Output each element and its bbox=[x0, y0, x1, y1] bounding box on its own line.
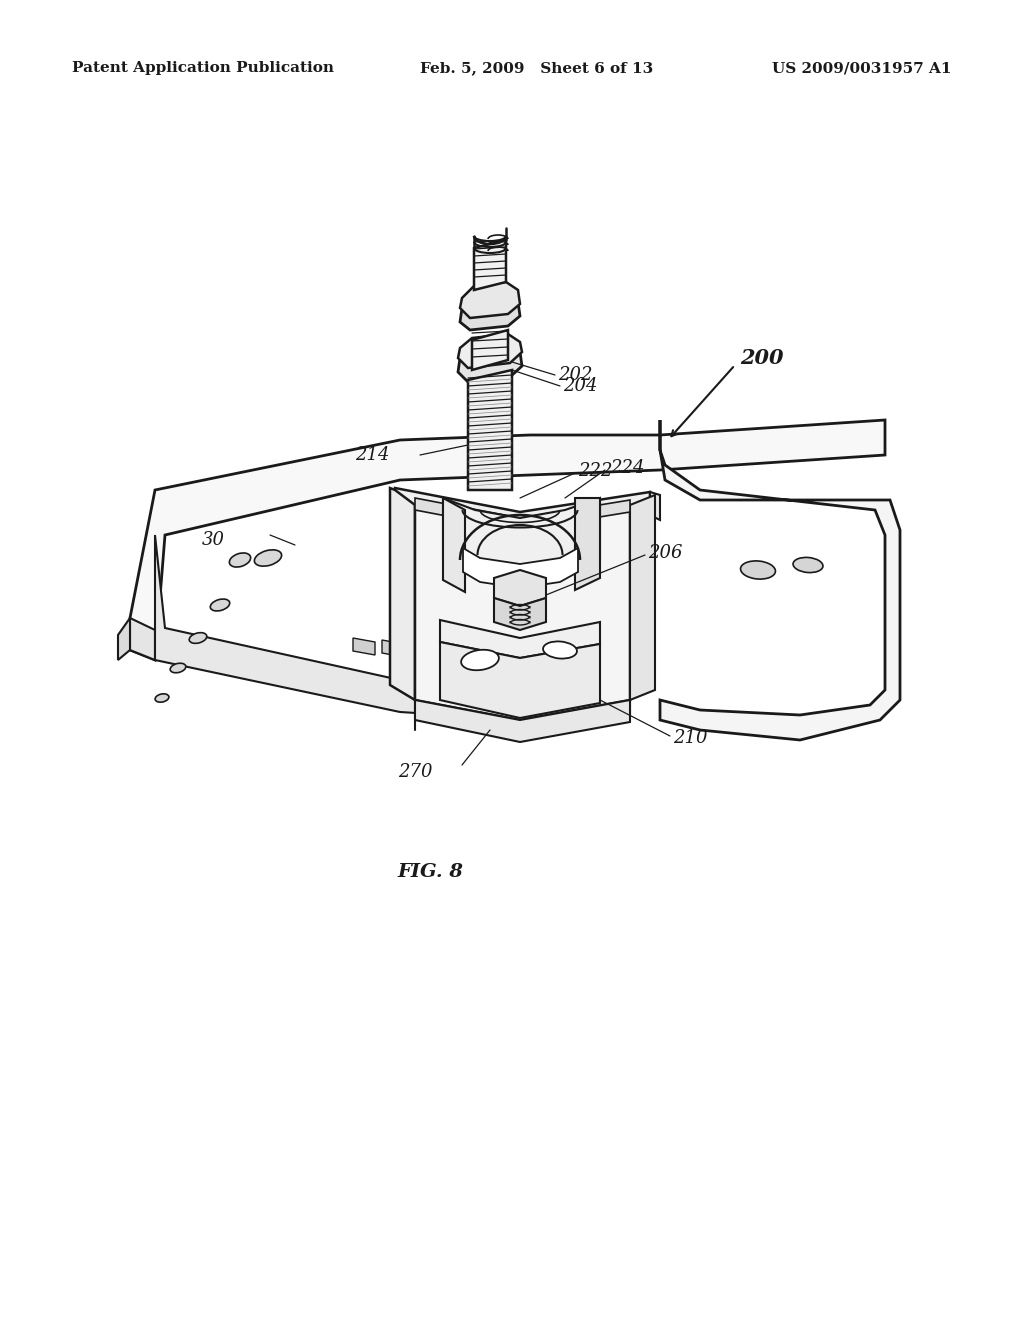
Ellipse shape bbox=[577, 689, 603, 702]
Polygon shape bbox=[443, 498, 465, 591]
Polygon shape bbox=[390, 488, 415, 700]
Polygon shape bbox=[463, 548, 578, 587]
Polygon shape bbox=[630, 495, 655, 700]
Text: 204: 204 bbox=[563, 378, 597, 395]
Text: 224: 224 bbox=[610, 459, 644, 477]
Text: Patent Application Publication: Patent Application Publication bbox=[72, 61, 334, 75]
Polygon shape bbox=[130, 618, 155, 660]
Polygon shape bbox=[130, 420, 885, 660]
Text: 222: 222 bbox=[578, 462, 612, 480]
Ellipse shape bbox=[189, 632, 207, 643]
Polygon shape bbox=[415, 700, 630, 742]
Polygon shape bbox=[395, 488, 650, 535]
Ellipse shape bbox=[740, 561, 775, 579]
Ellipse shape bbox=[495, 693, 525, 708]
Polygon shape bbox=[440, 642, 600, 718]
Polygon shape bbox=[575, 498, 600, 590]
Ellipse shape bbox=[543, 642, 577, 659]
Text: 270: 270 bbox=[397, 763, 432, 781]
Polygon shape bbox=[440, 620, 600, 657]
Polygon shape bbox=[382, 640, 404, 657]
Text: FIG. 8: FIG. 8 bbox=[397, 863, 463, 880]
Polygon shape bbox=[415, 506, 630, 719]
Text: 206: 206 bbox=[648, 544, 683, 562]
Ellipse shape bbox=[229, 553, 251, 568]
Polygon shape bbox=[443, 498, 600, 582]
Ellipse shape bbox=[210, 599, 229, 611]
Text: 200: 200 bbox=[740, 348, 783, 368]
Polygon shape bbox=[155, 535, 530, 719]
Polygon shape bbox=[460, 294, 520, 330]
Ellipse shape bbox=[170, 663, 185, 673]
Ellipse shape bbox=[793, 557, 823, 573]
Ellipse shape bbox=[155, 694, 169, 702]
Ellipse shape bbox=[254, 550, 282, 566]
Polygon shape bbox=[472, 330, 508, 370]
Polygon shape bbox=[118, 618, 130, 660]
Text: Feb. 5, 2009   Sheet 6 of 13: Feb. 5, 2009 Sheet 6 of 13 bbox=[420, 61, 653, 75]
Polygon shape bbox=[415, 498, 630, 531]
Text: 30: 30 bbox=[202, 531, 225, 549]
Polygon shape bbox=[660, 420, 900, 741]
Polygon shape bbox=[458, 345, 522, 381]
Polygon shape bbox=[468, 370, 512, 490]
Polygon shape bbox=[458, 334, 522, 368]
Polygon shape bbox=[494, 598, 546, 630]
Polygon shape bbox=[474, 240, 506, 290]
Text: 214: 214 bbox=[355, 446, 390, 465]
Polygon shape bbox=[650, 492, 660, 520]
Text: 202: 202 bbox=[558, 366, 593, 384]
Text: US 2009/0031957 A1: US 2009/0031957 A1 bbox=[772, 61, 952, 75]
Polygon shape bbox=[460, 282, 520, 318]
Ellipse shape bbox=[461, 649, 499, 671]
Polygon shape bbox=[353, 638, 375, 655]
Ellipse shape bbox=[416, 682, 443, 697]
Text: 210: 210 bbox=[673, 729, 708, 747]
Polygon shape bbox=[494, 570, 546, 606]
